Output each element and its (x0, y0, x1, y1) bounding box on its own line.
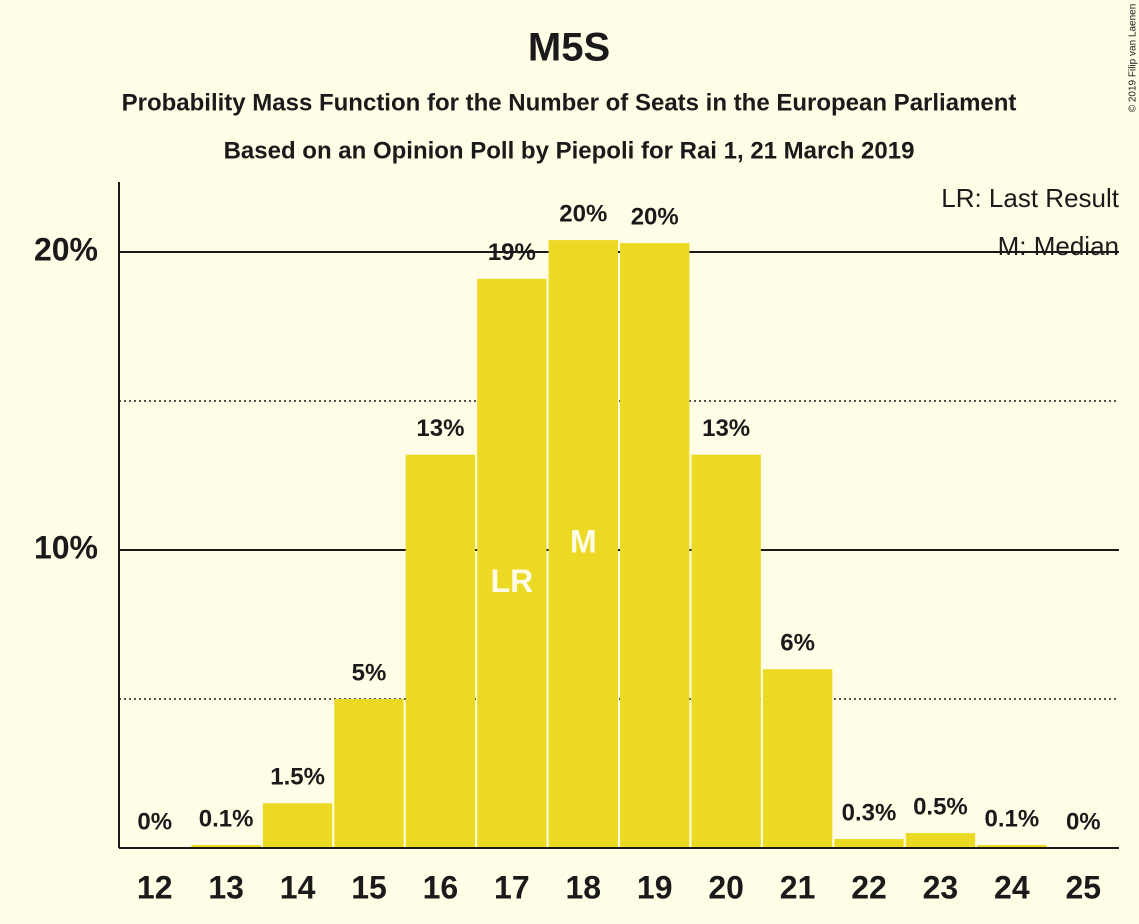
x-tick-label: 16 (423, 869, 459, 905)
data-label: 0.5% (913, 793, 968, 820)
bar (405, 454, 476, 848)
legend-entry: M: Median (998, 231, 1119, 261)
bar (977, 845, 1047, 848)
bar-annotation: M (570, 524, 597, 560)
data-label: 20% (559, 200, 607, 227)
data-label: 6% (780, 630, 815, 657)
bar (620, 243, 690, 848)
x-tick-label: 18 (565, 869, 601, 905)
data-label: 0.1% (985, 805, 1040, 832)
x-tick-label: 17 (494, 869, 530, 905)
x-tick-label: 20 (708, 869, 744, 905)
chart-subtitle: Probability Mass Function for the Number… (122, 89, 1017, 116)
x-tick-label: 15 (351, 869, 387, 905)
bar (691, 454, 761, 848)
data-label: 19% (488, 239, 536, 266)
data-label: 0.3% (842, 799, 897, 826)
data-label: 0.1% (199, 805, 254, 832)
data-label: 5% (352, 659, 387, 686)
x-tick-label: 25 (1065, 869, 1101, 905)
data-label: 13% (702, 415, 750, 442)
chart-title: M5S (528, 26, 610, 70)
x-tick-label: 23 (923, 869, 959, 905)
bar (262, 803, 333, 848)
y-tick-label: 10% (34, 529, 98, 565)
data-label: 13% (416, 415, 464, 442)
bar (834, 839, 904, 848)
x-tick-label: 12 (137, 869, 173, 905)
bar (334, 699, 404, 848)
data-label: 1.5% (270, 764, 325, 791)
bar (905, 833, 976, 848)
bar (548, 240, 618, 849)
x-tick-label: 22 (851, 869, 887, 905)
data-label: 0% (1066, 808, 1101, 835)
bar (477, 278, 547, 848)
data-label: 0% (137, 808, 172, 835)
bar (191, 845, 261, 848)
copyright: © 2019 Filip van Laenen (1128, 4, 1139, 113)
x-tick-label: 21 (780, 869, 816, 905)
x-tick-label: 13 (208, 869, 244, 905)
y-tick-label: 20% (34, 231, 98, 267)
data-label: 20% (631, 203, 679, 230)
bar (762, 669, 833, 848)
chart-subtitle: Based on an Opinion Poll by Piepoli for … (224, 137, 915, 164)
x-tick-label: 24 (994, 869, 1030, 905)
x-tick-label: 19 (637, 869, 673, 905)
x-tick-label: 14 (280, 869, 316, 905)
bar-annotation: LR (491, 563, 534, 599)
legend-entry: LR: Last Result (941, 183, 1120, 213)
